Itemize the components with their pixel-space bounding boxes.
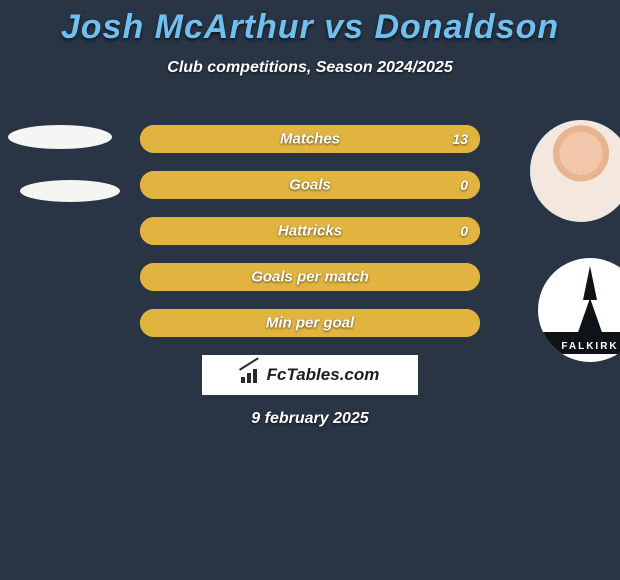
bar-fill <box>140 263 480 291</box>
brand-text: FcTables.com <box>267 365 380 385</box>
bar-row: Matches 13 <box>140 125 480 153</box>
player-right-avatar <box>530 120 620 222</box>
page-title: Josh McArthur vs Donaldson <box>0 0 620 47</box>
bar-value: 13 <box>452 131 468 147</box>
bar-row: Hattricks 0 <box>140 217 480 245</box>
crest-steeple-icon <box>583 266 597 300</box>
date-label: 9 february 2025 <box>0 410 620 428</box>
bar-value: 0 <box>460 223 468 239</box>
subtitle: Club competitions, Season 2024/2025 <box>0 59 620 77</box>
bar-row: Min per goal <box>140 309 480 337</box>
team-right-crest: FALKIRK <box>538 258 620 362</box>
bar-fill <box>140 171 480 199</box>
bar-value: 0 <box>460 177 468 193</box>
player-left-avatar-placeholder <box>8 125 112 149</box>
comparison-bar-chart: Matches 13 Goals 0 Hattricks 0 Goals per… <box>140 125 480 355</box>
bar-row: Goals 0 <box>140 171 480 199</box>
crest-band-text: FALKIRK <box>538 341 620 352</box>
bar-row: Goals per match <box>140 263 480 291</box>
bar-fill <box>140 125 480 153</box>
bar-fill <box>140 217 480 245</box>
team-left-avatar-placeholder <box>20 180 120 202</box>
crest-graphic: FALKIRK <box>538 258 620 362</box>
brand-badge: FcTables.com <box>202 355 418 395</box>
brand-chart-icon <box>241 367 261 383</box>
bar-fill <box>140 309 480 337</box>
